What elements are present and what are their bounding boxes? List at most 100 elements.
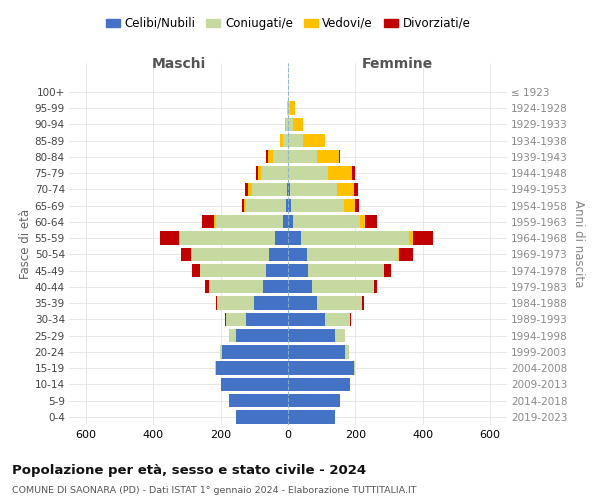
Bar <box>355 199 359 212</box>
Bar <box>350 312 352 326</box>
Bar <box>245 182 248 196</box>
Bar <box>413 232 433 244</box>
Bar <box>287 182 288 196</box>
Bar <box>254 296 288 310</box>
Bar <box>352 166 355 179</box>
Bar <box>288 248 307 261</box>
Y-axis label: Fasce di età: Fasce di età <box>19 208 32 279</box>
Bar <box>229 394 288 407</box>
Bar <box>251 182 287 196</box>
Bar <box>268 150 273 164</box>
Bar <box>290 102 295 114</box>
Bar <box>229 329 236 342</box>
Bar <box>354 182 358 196</box>
Bar <box>215 215 283 228</box>
Bar <box>200 264 266 277</box>
Bar <box>288 312 325 326</box>
Text: Maschi: Maschi <box>151 56 206 70</box>
Bar <box>283 215 288 228</box>
Bar <box>288 150 317 164</box>
Bar <box>361 215 365 228</box>
Bar <box>246 199 286 212</box>
Bar <box>244 199 246 212</box>
Bar <box>288 410 335 424</box>
Bar <box>160 232 179 244</box>
Bar <box>202 215 214 228</box>
Text: Femmine: Femmine <box>362 56 433 70</box>
Bar <box>308 264 384 277</box>
Bar <box>236 410 288 424</box>
Bar <box>215 296 217 310</box>
Bar <box>261 166 288 179</box>
Bar <box>317 150 338 164</box>
Bar <box>266 264 288 277</box>
Bar <box>290 182 337 196</box>
Bar <box>192 248 269 261</box>
Bar <box>384 264 391 277</box>
Bar <box>181 248 191 261</box>
Bar <box>224 312 226 326</box>
Legend: Celibi/Nubili, Coniugati/e, Vedovi/e, Divorziati/e: Celibi/Nubili, Coniugati/e, Vedovi/e, Di… <box>101 12 475 34</box>
Bar <box>286 199 288 212</box>
Bar <box>398 248 399 261</box>
Bar <box>288 296 317 310</box>
Bar <box>223 345 288 358</box>
Bar <box>288 199 292 212</box>
Bar <box>246 312 288 326</box>
Bar <box>344 199 355 212</box>
Bar <box>338 150 340 164</box>
Bar <box>288 232 301 244</box>
Bar <box>215 362 288 375</box>
Bar <box>399 248 413 261</box>
Bar <box>288 329 335 342</box>
Bar <box>273 150 288 164</box>
Bar <box>362 296 364 310</box>
Bar <box>288 102 290 114</box>
Bar <box>374 280 377 293</box>
Bar <box>337 182 354 196</box>
Bar <box>280 134 283 147</box>
Bar <box>288 215 293 228</box>
Bar <box>365 215 377 228</box>
Bar <box>205 280 209 293</box>
Bar <box>288 118 293 131</box>
Bar <box>409 232 413 244</box>
Bar <box>288 345 345 358</box>
Bar <box>301 232 409 244</box>
Bar <box>303 134 325 147</box>
Bar <box>286 118 288 131</box>
Bar <box>263 280 288 293</box>
Bar <box>335 329 345 342</box>
Bar <box>288 362 354 375</box>
Bar <box>192 264 200 277</box>
Bar <box>288 264 308 277</box>
Bar <box>221 378 288 391</box>
Bar <box>288 166 328 179</box>
Bar <box>284 118 286 131</box>
Bar <box>275 232 288 244</box>
Bar <box>311 280 374 293</box>
Bar <box>307 248 398 261</box>
Bar <box>214 215 215 228</box>
Bar <box>288 134 303 147</box>
Bar <box>293 118 303 131</box>
Bar <box>179 232 180 244</box>
Bar <box>242 199 244 212</box>
Bar <box>354 362 355 375</box>
Bar <box>217 296 254 310</box>
Bar <box>259 166 261 179</box>
Bar <box>248 182 251 196</box>
Bar <box>236 329 288 342</box>
Bar <box>209 280 263 293</box>
Y-axis label: Anni di nascita: Anni di nascita <box>572 200 584 288</box>
Bar <box>256 166 259 179</box>
Bar <box>287 102 288 114</box>
Bar <box>288 394 340 407</box>
Bar <box>266 150 268 164</box>
Bar <box>269 248 288 261</box>
Bar <box>292 199 344 212</box>
Bar <box>293 215 361 228</box>
Bar <box>226 312 246 326</box>
Bar <box>325 312 350 326</box>
Bar <box>220 345 223 358</box>
